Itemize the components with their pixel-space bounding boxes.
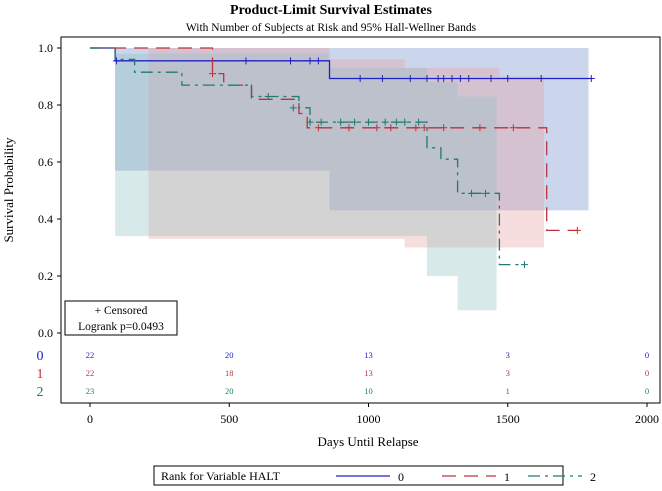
- legend: Rank for Variable HALT 0 1 2: [153, 465, 596, 486]
- inset-box: + Censored Logrank p=0.0493: [64, 300, 178, 336]
- censored-note: + Censored: [95, 305, 148, 317]
- censor-mark: [373, 124, 381, 132]
- survival-curves: [90, 47, 592, 266]
- censor-mark: [387, 124, 395, 132]
- censor-mark: [314, 124, 322, 132]
- censor-mark: [381, 118, 389, 126]
- censor-mark: [440, 74, 448, 82]
- x-tick-label: 1000: [357, 412, 381, 426]
- y-tick-label: 0.8: [38, 98, 53, 112]
- at-risk-count: 20: [225, 386, 234, 396]
- censor-mark: [587, 74, 595, 82]
- survival-curve-2: [90, 47, 525, 266]
- at-risk-count: 0: [645, 350, 649, 360]
- at-risk-count: 13: [364, 350, 373, 360]
- at-risk-count: 0: [645, 386, 649, 396]
- y-axis-label: Survival Probability: [1, 137, 16, 243]
- censor-mark: [306, 118, 314, 126]
- censor-mark: [392, 118, 400, 126]
- censor-mark: [465, 74, 473, 82]
- censor-mark: [112, 57, 120, 65]
- censor-mark: [440, 124, 448, 132]
- at-risk-count: 13: [364, 368, 373, 378]
- x-tick-label: 0: [87, 412, 93, 426]
- censor-mark: [448, 74, 456, 82]
- censor-mark: [456, 74, 464, 82]
- logrank-note: Logrank p=0.0493: [78, 321, 164, 333]
- censor-mark: [468, 189, 476, 197]
- censor-mark: [415, 118, 423, 126]
- censor-mark: [287, 57, 295, 65]
- at-risk-count: 22: [86, 350, 95, 360]
- censor-mark: [412, 124, 420, 132]
- censor-mark: [423, 74, 431, 82]
- censor-mark: [520, 261, 528, 269]
- censor-mark: [406, 74, 414, 82]
- axes: 0.00.20.40.60.81.00 500 1000 1500 2000: [38, 41, 659, 426]
- legend-label-1: 1: [504, 470, 510, 484]
- censor-mark: [420, 124, 428, 132]
- at-risk-count: 23: [86, 386, 95, 396]
- censor-mark: [481, 189, 489, 197]
- censor-mark: [537, 74, 545, 82]
- x-tick-label: 1500: [496, 412, 520, 426]
- censor-mark: [401, 118, 409, 126]
- censor-mark: [264, 92, 272, 100]
- y-tick-label: 0.6: [38, 155, 53, 169]
- censor-mark: [365, 118, 372, 126]
- censor-mark: [509, 124, 517, 132]
- at-risk-count: 10: [364, 386, 373, 396]
- y-tick-label: 1.0: [38, 41, 53, 55]
- y-tick-label: 0.0: [38, 326, 53, 340]
- at-risk-count: 18: [225, 368, 234, 378]
- x-tick-label: 500: [220, 412, 238, 426]
- legend-label-0: 0: [398, 470, 404, 484]
- censor-mark: [345, 124, 353, 132]
- censor-mark: [504, 74, 512, 82]
- chart-subtitle: With Number of Subjects at Risk and 95% …: [186, 22, 477, 34]
- censor-marks: [112, 57, 595, 269]
- confidence-band-0: [115, 48, 589, 211]
- x-axis-label: Days Until Relapse: [317, 434, 418, 449]
- legend-title: Rank for Variable HALT: [161, 469, 281, 483]
- at-risk-count: 22: [86, 368, 95, 378]
- at-risk-count: 3: [506, 350, 510, 360]
- at-risk-group-label: 2: [37, 385, 44, 400]
- censor-mark: [314, 57, 322, 65]
- y-tick-label: 0.2: [38, 269, 53, 283]
- censor-mark: [242, 57, 250, 65]
- y-tick-label: 0.4: [38, 212, 53, 226]
- censor-mark: [476, 124, 484, 132]
- at-risk-table: 0 22 20 13 3 01 22 18 13 3 02 23 20 10 1 0: [37, 349, 650, 400]
- x-tick-label: 2000: [635, 412, 659, 426]
- confidence-band-2: [115, 53, 497, 311]
- censor-mark: [487, 74, 495, 82]
- censor-mark: [306, 57, 314, 65]
- censor-mark: [209, 70, 217, 78]
- confidence-bands: [115, 48, 589, 311]
- inset-box-frame: [64, 300, 178, 336]
- censor-mark: [378, 74, 386, 82]
- censor-mark: [289, 104, 297, 112]
- legend-label-2: 2: [590, 470, 596, 484]
- at-risk-group-label: 1: [37, 367, 44, 382]
- at-risk-count: 20: [225, 350, 234, 360]
- censor-mark: [337, 118, 345, 126]
- plot-frame: [60, 36, 661, 404]
- censor-mark: [351, 118, 359, 126]
- censor-mark: [317, 118, 325, 126]
- survival-curve-0: [90, 47, 592, 80]
- confidence-band-1: [148, 48, 544, 248]
- at-risk-count: 3: [506, 368, 510, 378]
- censor-mark: [356, 74, 364, 82]
- at-risk-count: 1: [506, 386, 510, 396]
- at-risk-count: 0: [645, 368, 649, 378]
- censor-mark: [573, 226, 581, 234]
- at-risk-group-label: 0: [37, 349, 44, 364]
- chart-title: Product-Limit Survival Estimates: [230, 3, 433, 18]
- survival-curve-1: [90, 47, 578, 232]
